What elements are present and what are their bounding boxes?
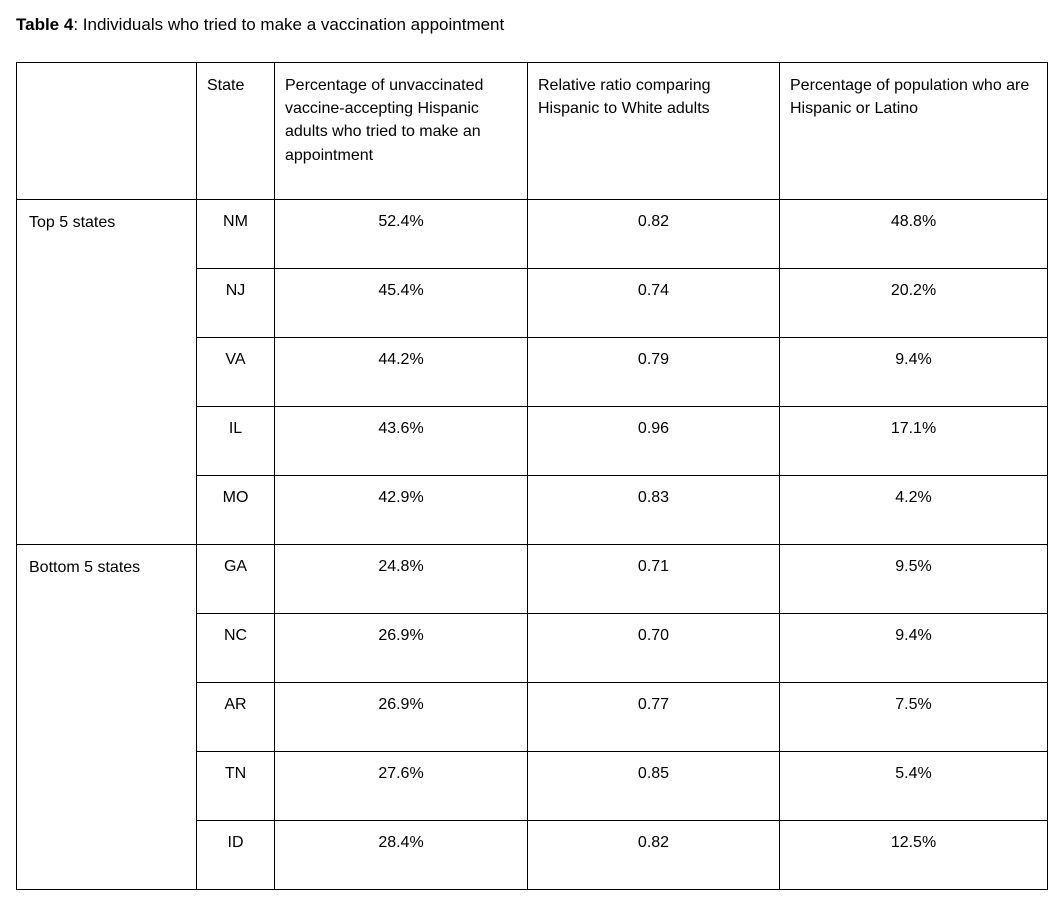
ratio-cell: 0.79 (527, 337, 780, 408)
table-row: VA 44.2% 0.79 9.4% (17, 337, 1048, 408)
header-group-blank (16, 62, 197, 201)
table-row: MO 42.9% 0.83 4.2% (17, 475, 1048, 546)
ratio-cell: 0.85 (527, 751, 780, 822)
table-row: AR 26.9% 0.77 7.5% (17, 682, 1048, 753)
state-cell: MO (196, 475, 275, 546)
header-state: State (196, 62, 275, 201)
table-row: NJ 45.4% 0.74 20.2% (17, 268, 1048, 339)
ratio-cell: 0.71 (527, 544, 780, 615)
pct-hispanic-cell: 17.1% (779, 406, 1048, 477)
table-caption-text: : Individuals who tried to make a vaccin… (73, 15, 505, 34)
pct-tried-cell: 27.6% (274, 751, 528, 822)
header-pct-hispanic: Percentage of population who are Hispani… (779, 62, 1048, 201)
state-cell: GA (196, 544, 275, 615)
pct-hispanic-cell: 48.8% (779, 199, 1048, 270)
ratio-cell: 0.82 (527, 199, 780, 270)
state-cell: AR (196, 682, 275, 753)
vaccination-appointment-table: State Percentage of unvaccinated vaccine… (16, 62, 1048, 891)
pct-tried-cell: 44.2% (274, 337, 528, 408)
pct-hispanic-cell: 7.5% (779, 682, 1048, 753)
pct-hispanic-cell: 9.4% (779, 337, 1048, 408)
state-cell: NC (196, 613, 275, 684)
table-row: IL 43.6% 0.96 17.1% (17, 406, 1048, 477)
ratio-cell: 0.83 (527, 475, 780, 546)
table-header: State Percentage of unvaccinated vaccine… (16, 62, 1048, 201)
pct-tried-cell: 24.8% (274, 544, 528, 615)
pct-hispanic-cell: 5.4% (779, 751, 1048, 822)
pct-tried-cell: 52.4% (274, 199, 528, 270)
pct-tried-cell: 45.4% (274, 268, 528, 339)
table-row: Top 5 states NM 52.4% 0.82 48.8% (16, 199, 1048, 546)
pct-tried-cell: 26.9% (274, 613, 528, 684)
state-cell: VA (196, 337, 275, 408)
pct-hispanic-cell: 12.5% (779, 820, 1048, 891)
state-cell: NJ (196, 268, 275, 339)
table-row: NC 26.9% 0.70 9.4% (17, 613, 1048, 684)
pct-tried-cell: 26.9% (274, 682, 528, 753)
header-relative-ratio: Relative ratio comparing Hispanic to Whi… (527, 62, 780, 201)
pct-hispanic-cell: 20.2% (779, 268, 1048, 339)
state-cell: IL (196, 406, 275, 477)
group-label-bottom5: Bottom 5 states (16, 544, 197, 891)
pct-tried-cell: 42.9% (274, 475, 528, 546)
state-cell: TN (196, 751, 275, 822)
group-label-top5: Top 5 states (16, 199, 197, 546)
pct-tried-cell: 43.6% (274, 406, 528, 477)
table-caption: Table 4: Individuals who tried to make a… (16, 14, 1048, 36)
ratio-cell: 0.82 (527, 820, 780, 891)
table-row: Bottom 5 states GA 24.8% 0.71 9.5% (16, 544, 1048, 891)
state-cell: ID (196, 820, 275, 891)
pct-hispanic-cell: 9.4% (779, 613, 1048, 684)
pct-tried-cell: 28.4% (274, 820, 528, 891)
state-cell: NM (196, 199, 275, 270)
ratio-cell: 0.70 (527, 613, 780, 684)
header-row: State Percentage of unvaccinated vaccine… (16, 62, 1048, 201)
ratio-cell: 0.77 (527, 682, 780, 753)
ratio-cell: 0.74 (527, 268, 780, 339)
table-body: Top 5 states NM 52.4% 0.82 48.8% NJ 45.4… (16, 199, 1048, 891)
header-pct-tried: Percentage of unvaccinated vaccine-accep… (274, 62, 528, 201)
ratio-cell: 0.96 (527, 406, 780, 477)
pct-hispanic-cell: 9.5% (779, 544, 1048, 615)
table-row: TN 27.6% 0.85 5.4% (17, 751, 1048, 822)
pct-hispanic-cell: 4.2% (779, 475, 1048, 546)
table-caption-number: Table 4 (16, 15, 74, 34)
table-row: ID 28.4% 0.82 12.5% (17, 820, 1048, 891)
